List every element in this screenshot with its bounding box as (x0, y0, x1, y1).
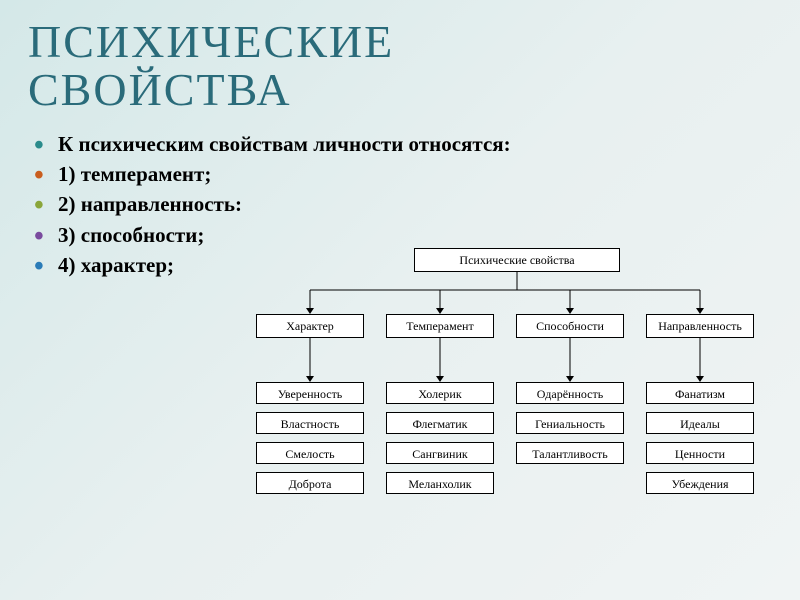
title-line-2: СВОЙСТВА (28, 64, 292, 115)
diagram-item-box: Доброта (256, 472, 364, 494)
diagram-category-box: Темперамент (386, 314, 494, 338)
diagram-item-box: Смелость (256, 442, 364, 464)
diagram-item-box: Уверенность (256, 382, 364, 404)
diagram-item-box: Холерик (386, 382, 494, 404)
bullet-item: 4) характер; (34, 250, 772, 280)
diagram-category-box: Направленность (646, 314, 754, 338)
diagram-item-box: Идеалы (646, 412, 754, 434)
diagram-item-box: Талантливость (516, 442, 624, 464)
diagram-item-box: Флегматик (386, 412, 494, 434)
diagram-category-box: Способности (516, 314, 624, 338)
diagram-item-box: Убеждения (646, 472, 754, 494)
bullet-item: 2) направленность: (34, 189, 772, 219)
diagram-item-box: Меланхолик (386, 472, 494, 494)
diagram-root-box: Психические свойства (414, 248, 620, 272)
diagram-category-box: Характер (256, 314, 364, 338)
title-line-1: ПСИХИЧЕСКИЕ (28, 16, 394, 67)
bullet-item: 3) способности; (34, 220, 772, 250)
diagram-item-box: Гениальность (516, 412, 624, 434)
bullet-item: К психическим свойствам личности относят… (34, 129, 772, 159)
bullet-list: К психическим свойствам личности относят… (34, 129, 772, 281)
diagram-item-box: Фанатизм (646, 382, 754, 404)
bullet-item: 1) темперамент; (34, 159, 772, 189)
diagram-item-box: Ценности (646, 442, 754, 464)
diagram-item-box: Одарённость (516, 382, 624, 404)
diagram-item-box: Властность (256, 412, 364, 434)
diagram-item-box: Сангвиник (386, 442, 494, 464)
slide-title: ПСИХИЧЕСКИЕ СВОЙСТВА (28, 18, 772, 115)
